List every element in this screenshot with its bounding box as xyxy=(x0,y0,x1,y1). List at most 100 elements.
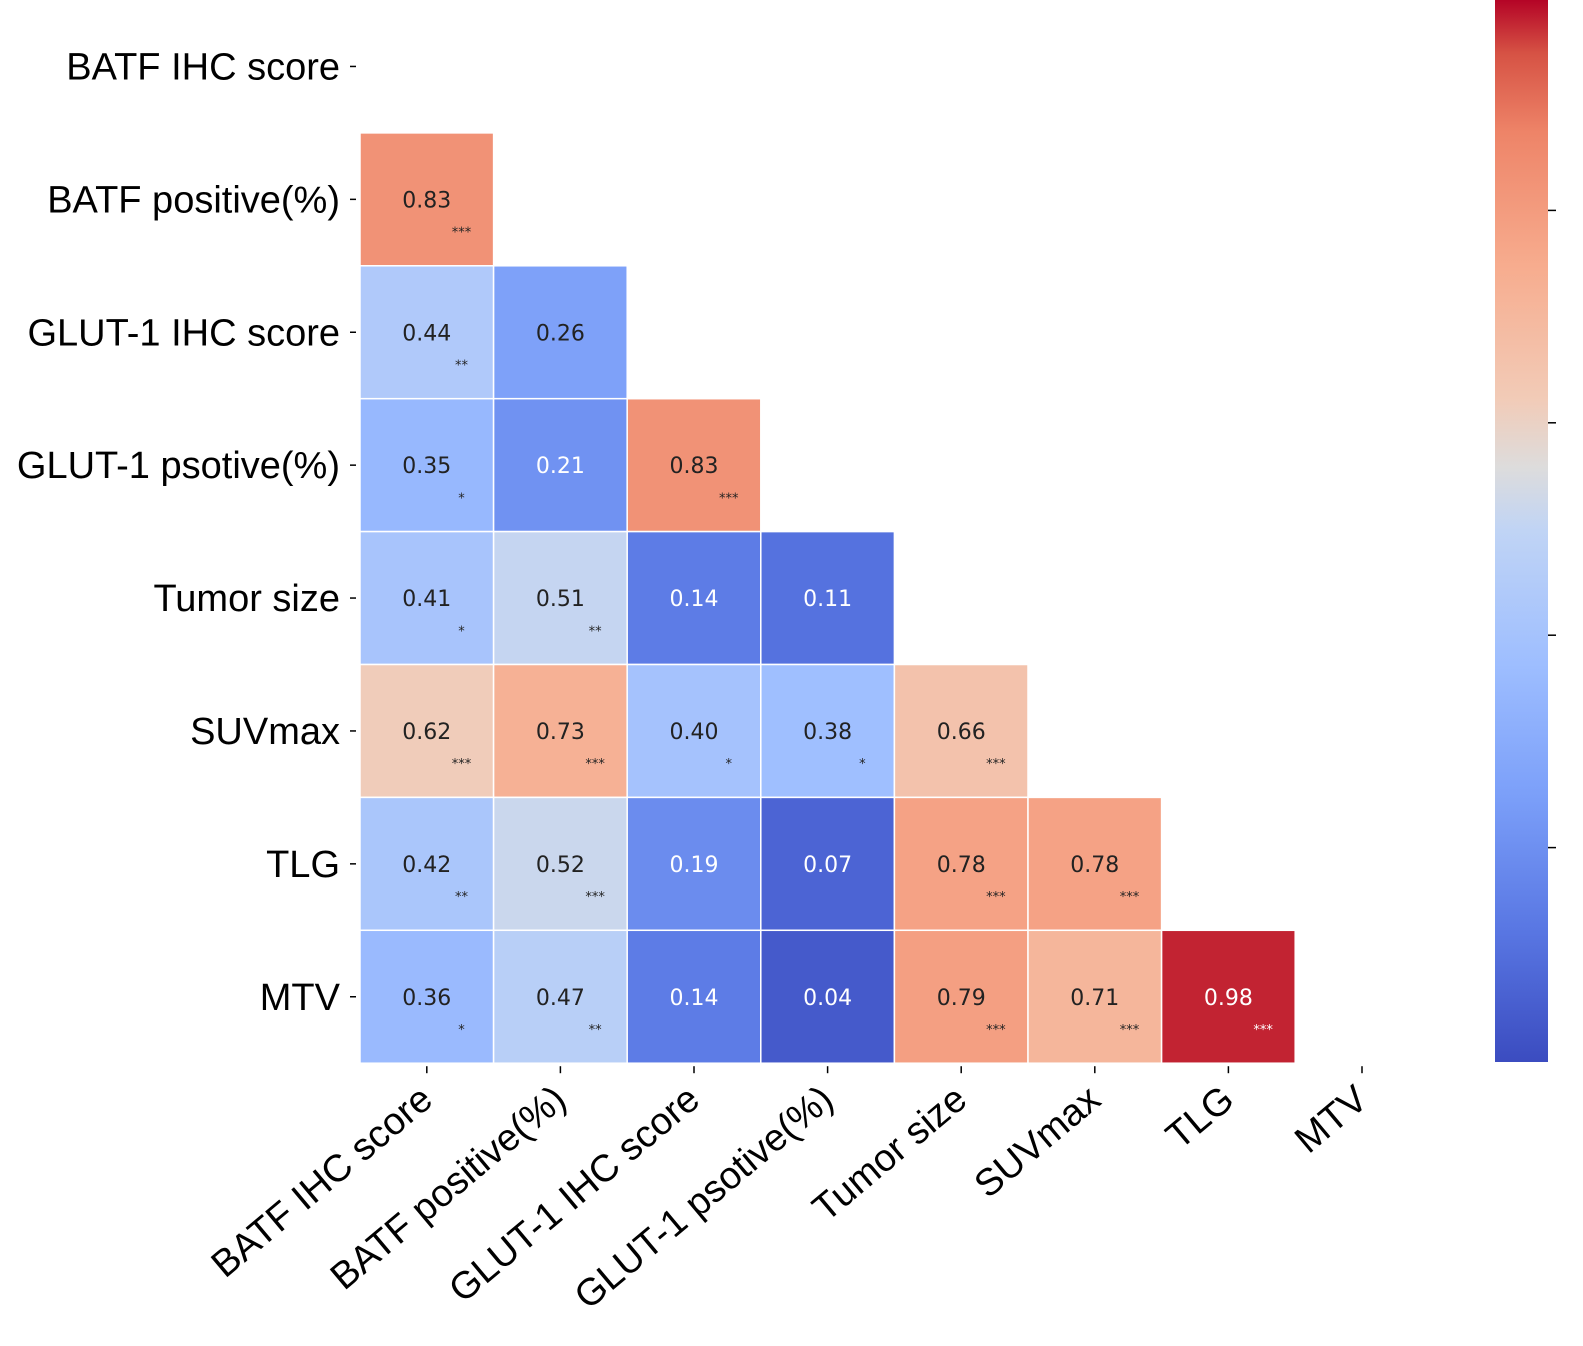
cell-value-label: 0.35 xyxy=(402,454,451,479)
heatmap-cell: 0.26 xyxy=(492,265,628,400)
heatmap-cell-rect xyxy=(492,530,628,666)
cell-value-label: 0.62 xyxy=(402,720,451,745)
cell-significance-label: *** xyxy=(1253,1023,1273,1038)
x-tick-label: MTV xyxy=(1287,1078,1376,1162)
y-tick-label: SUVmax xyxy=(190,711,340,753)
colorbar-gradient xyxy=(1495,0,1548,1062)
heatmap-cell: 0.79*** xyxy=(893,929,1029,1064)
y-tick-label: GLUT-1 psotive(%) xyxy=(17,445,340,487)
heatmap-cell-rect xyxy=(1027,796,1163,932)
heatmap-cell: 0.41 * xyxy=(359,530,495,666)
heatmap-cell: 0.35 * xyxy=(359,397,495,533)
heatmap-cell: 0.44 ** xyxy=(359,265,495,400)
heatmap-cell-rect xyxy=(1027,929,1163,1064)
heatmap-cell: 0.04 xyxy=(760,929,896,1064)
heatmap-cell: 0.73*** xyxy=(492,663,628,799)
heatmap-cell-rect xyxy=(760,929,896,1064)
cell-significance-label: *** xyxy=(1120,890,1140,905)
cell-value-label: 0.73 xyxy=(536,720,585,745)
cell-value-label: 0.51 xyxy=(536,587,585,612)
cell-significance-label: *** xyxy=(1120,1023,1140,1038)
cell-value-label: 0.83 xyxy=(670,454,719,479)
y-tick-label: Tumor size xyxy=(153,578,340,620)
heatmap-cell: 0.40 * xyxy=(626,663,762,799)
y-axis-labels: BATF IHC score BATF positive(%) GLUT-1 IHC… xyxy=(17,46,356,1019)
heatmap-cell: 0.66*** xyxy=(893,663,1029,799)
cell-significance-label: *** xyxy=(986,1023,1006,1038)
heatmap-cell: 0.83*** xyxy=(626,397,762,533)
heatmap-cell-rect xyxy=(760,663,896,799)
cell-value-label: 0.14 xyxy=(670,986,719,1011)
heatmap-cell: 0.07 xyxy=(760,796,896,932)
heatmap-cell-rect xyxy=(492,796,628,932)
heatmap-cell-rect xyxy=(492,265,628,400)
heatmap-cell-rect xyxy=(492,397,628,533)
heatmap-cell: 0.62*** xyxy=(359,663,495,799)
cell-value-label: 0.36 xyxy=(402,986,451,1011)
cell-significance-label: * xyxy=(458,1023,465,1038)
cell-value-label: 0.14 xyxy=(670,587,719,612)
cell-significance-label: *** xyxy=(585,757,605,772)
cell-significance-label: *** xyxy=(986,890,1006,905)
cell-value-label: 0.98 xyxy=(1204,986,1253,1011)
cell-value-label: 0.47 xyxy=(536,986,585,1011)
cell-value-label: 0.52 xyxy=(536,853,585,878)
heatmap-cell-rect xyxy=(626,397,762,533)
cell-significance-label: ** xyxy=(589,624,603,639)
y-tick-label: GLUT-1 IHC score xyxy=(27,312,340,354)
heatmap-cell: 0.98*** xyxy=(1160,929,1296,1064)
cell-significance-label: * xyxy=(458,491,465,506)
heatmap-cell: 0.42 ** xyxy=(359,796,495,932)
cell-significance-label: ** xyxy=(455,358,469,373)
heatmap-cell: 0.21 xyxy=(492,397,628,533)
heatmap-cell-rect xyxy=(492,663,628,799)
cell-value-label: 0.26 xyxy=(536,321,585,346)
heatmap-cell-rect xyxy=(626,796,762,932)
heatmap-cell: 0.47 ** xyxy=(492,929,628,1064)
x-tick-label: GLUT-1 psotive(%) xyxy=(567,1078,842,1318)
y-tick-label: BATF positive(%) xyxy=(47,179,340,221)
x-tick-label: GLUT-1 IHC score xyxy=(441,1078,707,1311)
heatmap-cell: 0.36 * xyxy=(359,929,495,1064)
cell-value-label: 0.79 xyxy=(937,986,986,1011)
y-tick-label: MTV xyxy=(260,977,341,1019)
x-tick-label: SUVmax xyxy=(967,1078,1109,1207)
cell-significance-label: * xyxy=(725,757,732,772)
cell-significance-label: ** xyxy=(589,1023,603,1038)
cell-value-label: 0.78 xyxy=(937,853,986,878)
cell-significance-label: *** xyxy=(452,226,472,241)
heatmap-cell: 0.83*** xyxy=(359,132,495,267)
heatmap-cell: 0.14 xyxy=(626,929,762,1064)
cell-value-label: 0.07 xyxy=(803,853,852,878)
y-tick-label: BATF IHC score xyxy=(66,46,340,88)
heatmap-cells: 0.83***0.44**0.260.35*0.21 0.83***0.41*0.… xyxy=(359,132,1296,1064)
cell-value-label: 0.40 xyxy=(670,720,719,745)
heatmap-cell-rect xyxy=(359,265,495,400)
cell-significance-label: * xyxy=(458,624,465,639)
cell-value-label: 0.83 xyxy=(402,188,451,213)
heatmap-cell: 0.78*** xyxy=(1027,796,1163,932)
cell-value-label: 0.66 xyxy=(937,720,986,745)
heatmap-cell: 0.51 ** xyxy=(492,530,628,666)
cell-significance-label: *** xyxy=(452,757,472,772)
heatmap-cell-rect xyxy=(626,663,762,799)
cell-value-label: 0.78 xyxy=(1070,853,1119,878)
cell-value-label: 0.71 xyxy=(1070,986,1119,1011)
cell-value-label: 0.21 xyxy=(536,454,585,479)
heatmap-cell-rect xyxy=(359,796,495,932)
y-tick-label: TLG xyxy=(266,844,340,886)
cell-significance-label: *** xyxy=(719,491,739,506)
heatmap-cell: 0.78*** xyxy=(893,796,1029,932)
cell-value-label: 0.44 xyxy=(402,321,451,346)
cell-value-label: 0.42 xyxy=(402,853,451,878)
x-tick-label: BATF positive(%) xyxy=(323,1078,574,1298)
cell-value-label: 0.04 xyxy=(803,986,852,1011)
heatmap-cell-rect xyxy=(359,397,495,533)
heatmap-cell: 0.38 * xyxy=(760,663,896,799)
cell-value-label: 0.38 xyxy=(803,720,852,745)
cell-significance-label: ** xyxy=(455,890,469,905)
cell-significance-label: *** xyxy=(585,890,605,905)
heatmap-cell-rect xyxy=(760,530,896,666)
